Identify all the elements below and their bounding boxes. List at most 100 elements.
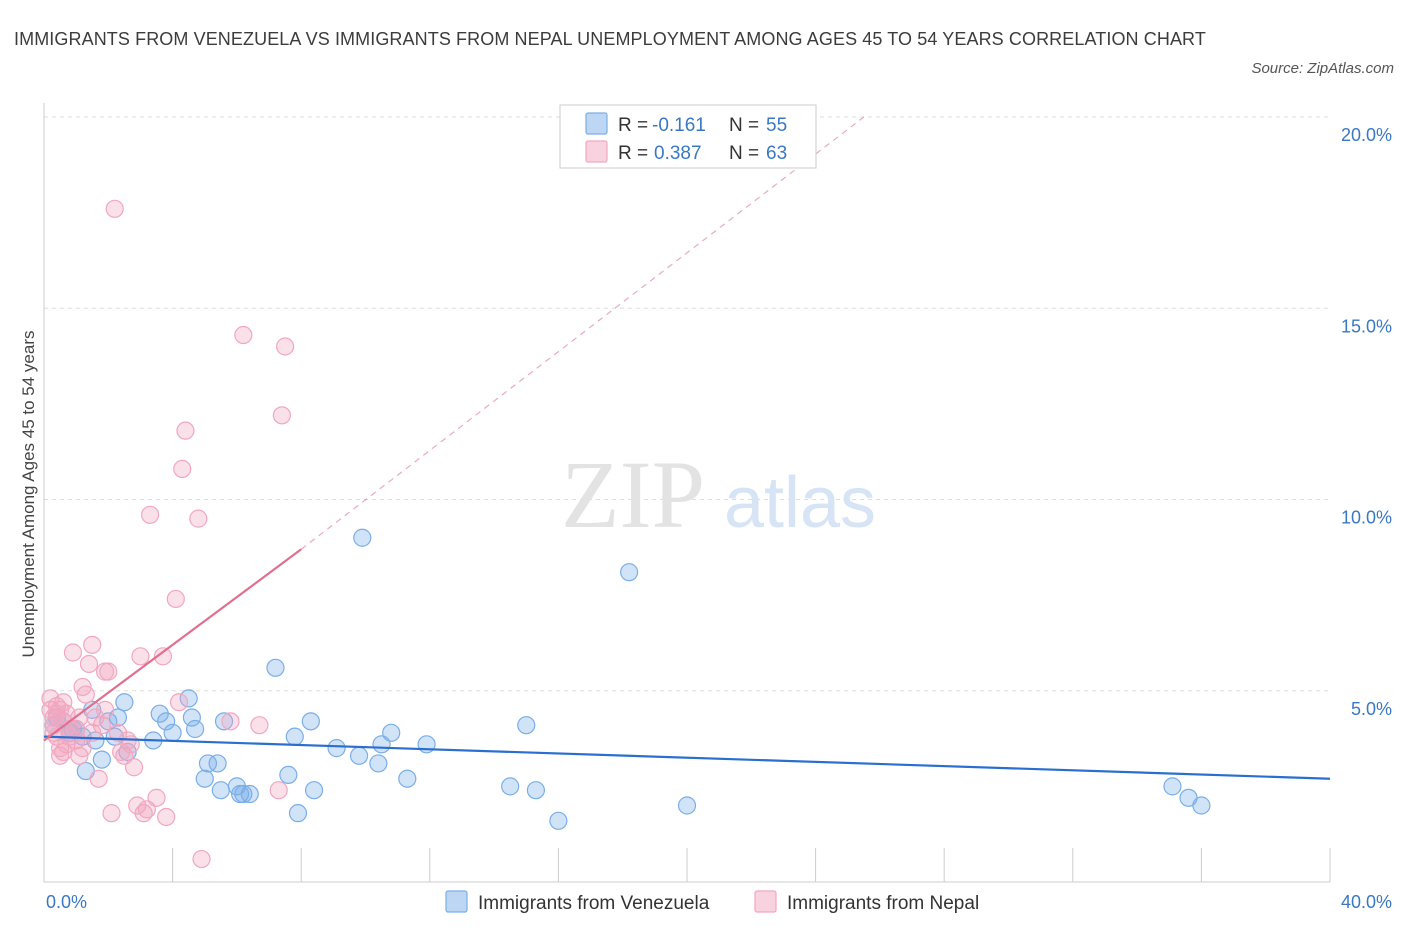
stats-r-value-nepal: 0.387: [654, 143, 702, 164]
watermark-atlas: atlas: [724, 463, 876, 543]
nepal-point: [92, 716, 111, 735]
venezuela-point: [266, 658, 285, 677]
x-tick-labels: 0.0% 40.0%: [46, 892, 1392, 912]
venezuela-point: [1192, 796, 1211, 815]
venezuela-point: [1163, 777, 1182, 796]
series-legend: Immigrants from Venezuela Immigrants fro…: [445, 890, 979, 914]
nepal-point: [189, 509, 208, 528]
nepal-point: [173, 459, 192, 478]
stats-n-label-nepal: N =: [729, 143, 759, 164]
stats-legend: R = -0.161 N = 55 R = 0.387 N = 63: [559, 104, 817, 169]
venezuela-point: [526, 781, 545, 800]
nepal-point: [105, 199, 124, 218]
y-tick-label: 20.0%: [1341, 125, 1392, 145]
nepal-point: [176, 421, 195, 440]
venezuela-point: [195, 769, 214, 788]
nepal-point: [131, 647, 150, 666]
nepal-point: [76, 685, 95, 704]
venezuela-point: [279, 765, 298, 785]
nepal-point: [124, 758, 144, 777]
venezuela-point: [182, 708, 201, 727]
trend-lines: [43, 116, 1331, 780]
nepal-point: [83, 635, 102, 654]
y-tick-label: 5.0%: [1351, 699, 1392, 719]
stats-n-label-venezuela: N =: [729, 115, 759, 136]
venezuela-point: [517, 716, 536, 735]
venezuela-point: [301, 712, 320, 731]
nepal-point: [269, 781, 288, 800]
nepal-point: [99, 662, 118, 681]
venezuela-point: [382, 723, 401, 742]
venezuela-point: [240, 784, 259, 804]
nepal-point: [272, 406, 292, 425]
venezuela-point: [214, 712, 234, 731]
x-tick-label: 40.0%: [1341, 892, 1392, 912]
venezuela-point: [186, 719, 205, 739]
venezuela-point: [304, 781, 324, 800]
source-credit: Source: ZipAtlas.com: [1251, 60, 1394, 77]
nepal-point: [157, 807, 176, 827]
nepal-point: [166, 589, 185, 609]
watermark: ZIP atlas: [561, 441, 876, 548]
venezuela-point: [234, 784, 253, 804]
nepal-point: [112, 742, 131, 762]
nepal-point: [276, 337, 295, 356]
venezuela-point: [157, 712, 176, 731]
venezuela-point: [501, 777, 520, 796]
venezuela-trend-line: [43, 735, 1331, 780]
legend-swatch-nepal: [754, 890, 777, 913]
venezuela-point: [398, 769, 417, 788]
data-points: [41, 199, 1211, 869]
venezuela-point: [549, 811, 568, 830]
nepal-point: [102, 804, 121, 823]
watermark-zip: ZIP: [561, 441, 705, 548]
stats-r-label-nepal: R =: [618, 143, 648, 164]
venezuela-point: [211, 781, 230, 800]
nepal-point: [70, 708, 89, 727]
venezuela-point: [369, 754, 388, 773]
nepal-point: [47, 704, 66, 723]
venezuela-point: [677, 796, 697, 815]
venezuela-point: [285, 727, 304, 746]
nepal-trend-extension: [300, 116, 865, 550]
nepal-point: [95, 700, 115, 719]
venezuela-point: [163, 723, 182, 742]
nepal-point: [79, 654, 99, 674]
stats-swatch-nepal: [585, 140, 608, 163]
venezuela-point: [288, 804, 308, 823]
nepal-point: [221, 712, 240, 731]
y-tick-labels: 5.0% 10.0% 15.0% 20.0%: [1341, 125, 1392, 719]
nepal-point: [147, 788, 166, 807]
stats-swatch-venezuela: [585, 112, 608, 135]
venezuela-point: [179, 689, 198, 708]
venezuela-point: [620, 563, 639, 582]
chart-title: IMMIGRANTS FROM VENEZUELA VS IMMIGRANTS …: [14, 29, 1206, 49]
nepal-trend-line: [43, 548, 302, 742]
stats-n-value-venezuela: 55: [766, 115, 787, 136]
y-axis-label: Unemployment Among Ages 45 to 54 years: [19, 331, 38, 658]
nepal-point: [63, 643, 83, 662]
venezuela-point: [208, 754, 227, 773]
venezuela-point: [198, 754, 218, 773]
stats-n-value-nepal: 63: [766, 143, 787, 164]
stats-r-label-venezuela: R =: [618, 115, 648, 136]
venezuela-point: [349, 746, 369, 765]
legend-label-nepal: Immigrants from Nepal: [787, 893, 979, 914]
nepal-point: [153, 647, 173, 666]
nepal-point: [73, 739, 92, 758]
nepal-point: [89, 769, 108, 788]
legend-swatch-venezuela: [445, 890, 468, 913]
venezuela-point: [353, 528, 372, 547]
axes: [43, 103, 1331, 883]
venezuela-point: [327, 739, 346, 758]
nepal-point: [192, 849, 211, 869]
grid-lines: [44, 116, 1330, 692]
nepal-point: [140, 505, 160, 524]
nepal-point: [234, 325, 253, 345]
nepal-point: [108, 723, 128, 742]
x-tick-label: 0.0%: [46, 892, 87, 912]
venezuela-point: [92, 750, 111, 769]
venezuela-point: [115, 693, 134, 712]
y-tick-label: 15.0%: [1341, 316, 1392, 336]
